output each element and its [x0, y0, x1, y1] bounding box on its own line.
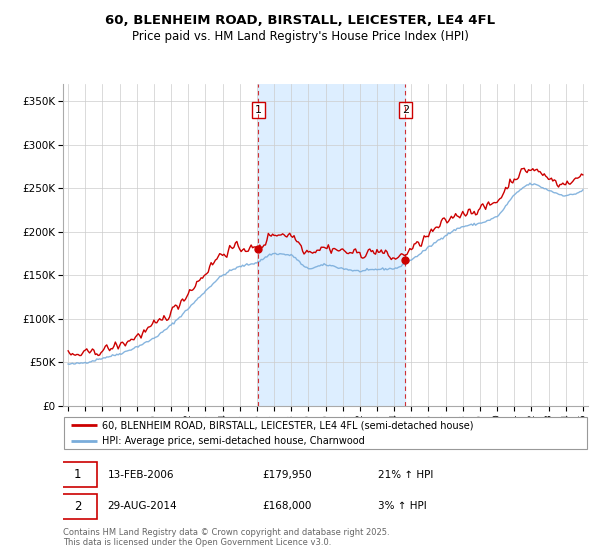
Text: 2: 2 — [402, 105, 409, 115]
Text: 60, BLENHEIM ROAD, BIRSTALL, LEICESTER, LE4 4FL (semi-detached house): 60, BLENHEIM ROAD, BIRSTALL, LEICESTER, … — [103, 421, 474, 431]
Text: 13-FEB-2006: 13-FEB-2006 — [107, 470, 174, 480]
Text: 21% ↑ HPI: 21% ↑ HPI — [378, 470, 433, 480]
Text: Contains HM Land Registry data © Crown copyright and database right 2025.
This d: Contains HM Land Registry data © Crown c… — [63, 528, 389, 547]
Text: 2: 2 — [74, 500, 81, 513]
Text: £168,000: £168,000 — [263, 501, 312, 511]
Text: £179,950: £179,950 — [263, 470, 312, 480]
FancyBboxPatch shape — [58, 494, 97, 519]
Text: Price paid vs. HM Land Registry's House Price Index (HPI): Price paid vs. HM Land Registry's House … — [131, 30, 469, 43]
FancyBboxPatch shape — [58, 462, 97, 487]
Text: 1: 1 — [255, 105, 262, 115]
Text: 3% ↑ HPI: 3% ↑ HPI — [378, 501, 427, 511]
FancyBboxPatch shape — [64, 417, 587, 450]
Text: 29-AUG-2014: 29-AUG-2014 — [107, 501, 177, 511]
Text: 60, BLENHEIM ROAD, BIRSTALL, LEICESTER, LE4 4FL: 60, BLENHEIM ROAD, BIRSTALL, LEICESTER, … — [105, 14, 495, 27]
Text: HPI: Average price, semi-detached house, Charnwood: HPI: Average price, semi-detached house,… — [103, 436, 365, 446]
Bar — [258, 84, 406, 406]
Text: 1: 1 — [74, 468, 81, 481]
